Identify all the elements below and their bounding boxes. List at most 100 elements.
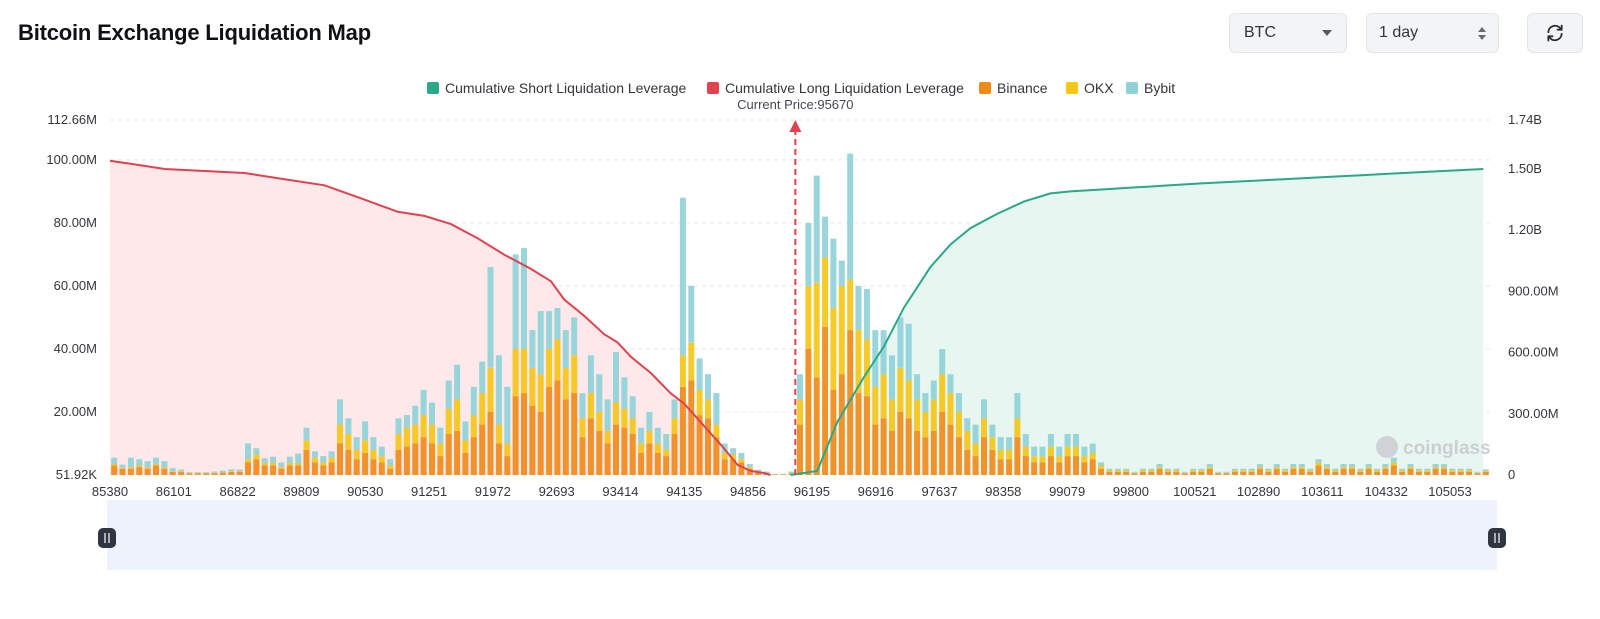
bar-okx[interactable] xyxy=(604,430,611,444)
bar-okx[interactable] xyxy=(964,430,971,450)
bar-binance[interactable] xyxy=(914,430,921,475)
bar-bybit[interactable] xyxy=(362,421,369,441)
bar-group[interactable] xyxy=(1231,468,1238,475)
bar-bybit[interactable] xyxy=(797,374,803,400)
bar-binance[interactable] xyxy=(1089,459,1096,475)
bar-binance[interactable] xyxy=(470,437,477,475)
bar-okx[interactable] xyxy=(186,473,193,474)
bar-group[interactable] xyxy=(1457,468,1464,475)
bar-binance[interactable] xyxy=(1056,462,1063,475)
bar-okx[interactable] xyxy=(178,471,185,472)
bar-binance[interactable] xyxy=(1424,471,1431,475)
bar-group[interactable] xyxy=(947,374,954,475)
bar-bybit[interactable] xyxy=(1407,464,1414,468)
bar-group[interactable] xyxy=(353,437,360,475)
bar-okx[interactable] xyxy=(654,443,661,454)
bar-binance[interactable] xyxy=(679,386,686,475)
bar-group[interactable] xyxy=(487,267,494,475)
bar-binance[interactable] xyxy=(1482,471,1489,475)
bar-group[interactable] xyxy=(1014,393,1021,475)
bar-group[interactable] xyxy=(730,448,737,475)
bar-bybit[interactable] xyxy=(236,469,243,472)
bar-group[interactable] xyxy=(1156,464,1163,475)
bar-okx[interactable] xyxy=(1390,462,1397,466)
bar-binance[interactable] xyxy=(370,459,377,475)
bar-okx[interactable] xyxy=(989,437,996,450)
bar-bybit[interactable] xyxy=(370,437,377,450)
bar-okx[interactable] xyxy=(1073,446,1079,457)
bar-bybit[interactable] xyxy=(914,374,921,400)
bar-group[interactable] xyxy=(228,469,235,475)
bar-bybit[interactable] xyxy=(211,471,218,473)
bar-binance[interactable] xyxy=(295,465,302,476)
bar-okx[interactable] xyxy=(738,459,745,463)
bar-okx[interactable] xyxy=(278,467,285,469)
bar-okx[interactable] xyxy=(838,285,845,375)
bar-bybit[interactable] xyxy=(1315,459,1322,463)
bar-binance[interactable] xyxy=(479,424,486,475)
bar-binance[interactable] xyxy=(1098,468,1105,475)
bar-bybit[interactable] xyxy=(738,452,745,460)
bar-binance[interactable] xyxy=(1273,468,1280,475)
bar-bybit[interactable] xyxy=(1181,471,1188,473)
bar-group[interactable] xyxy=(1349,464,1355,475)
bar-bybit[interactable] xyxy=(119,464,126,468)
bar-okx[interactable] xyxy=(169,471,176,472)
bar-group[interactable] xyxy=(1106,468,1113,475)
bar-group[interactable] xyxy=(613,352,619,475)
bar-group[interactable] xyxy=(286,456,293,475)
bar-group[interactable] xyxy=(1039,446,1046,475)
bar-okx[interactable] xyxy=(303,440,310,450)
bar-binance[interactable] xyxy=(1390,465,1397,476)
bar-binance[interactable] xyxy=(245,462,251,475)
bar-group[interactable] xyxy=(1022,434,1029,475)
bar-group[interactable] xyxy=(337,399,343,475)
bar-okx[interactable] xyxy=(370,449,377,460)
bar-group[interactable] xyxy=(654,427,661,475)
bar-group[interactable] xyxy=(253,448,260,475)
bar-binance[interactable] xyxy=(537,412,544,475)
legend-item[interactable]: Binance xyxy=(979,80,1048,96)
bar-okx[interactable] xyxy=(1240,470,1247,472)
bar-okx[interactable] xyxy=(679,355,686,387)
bar-okx[interactable] xyxy=(562,367,569,400)
bar-okx[interactable] xyxy=(930,399,937,431)
bar-group[interactable] xyxy=(679,197,686,475)
bar-binance[interactable] xyxy=(981,437,987,475)
bar-binance[interactable] xyxy=(1265,471,1272,475)
bar-okx[interactable] xyxy=(211,472,218,474)
bar-bybit[interactable] xyxy=(1390,457,1397,463)
bar-group[interactable] xyxy=(1307,468,1314,475)
bar-bybit[interactable] xyxy=(420,389,427,416)
bar-bybit[interactable] xyxy=(1349,464,1355,468)
bar-group[interactable] xyxy=(1098,462,1105,475)
bar-binance[interactable] xyxy=(1148,471,1155,475)
bar-binance[interactable] xyxy=(228,471,235,475)
bar-binance[interactable] xyxy=(186,473,193,475)
bar-okx[interactable] xyxy=(1131,472,1138,474)
bar-okx[interactable] xyxy=(337,424,343,444)
bar-bybit[interactable] xyxy=(1123,468,1130,471)
bar-bybit[interactable] xyxy=(337,399,343,425)
bar-bybit[interactable] xyxy=(245,443,251,460)
bar-okx[interactable] xyxy=(512,349,519,397)
bar-okx[interactable] xyxy=(395,434,402,450)
bar-okx[interactable] xyxy=(1081,456,1088,463)
bar-binance[interactable] xyxy=(219,472,226,476)
bar-binance[interactable] xyxy=(1039,462,1046,475)
bar-binance[interactable] xyxy=(1449,471,1456,475)
bar-okx[interactable] xyxy=(245,459,251,463)
bar-group[interactable] xyxy=(178,469,185,475)
bar-bybit[interactable] xyxy=(1206,464,1213,468)
bar-group[interactable] xyxy=(462,421,469,475)
bar-group[interactable] xyxy=(211,471,218,476)
bar-bybit[interactable] xyxy=(395,418,402,435)
bar-group[interactable] xyxy=(1390,457,1397,476)
bar-group[interactable] xyxy=(663,434,670,475)
bar-group[interactable] xyxy=(1173,468,1180,475)
bar-group[interactable] xyxy=(1474,471,1481,475)
bar-group[interactable] xyxy=(1415,468,1422,475)
bar-binance[interactable] xyxy=(1474,473,1481,475)
bar-group[interactable] xyxy=(387,459,394,475)
bar-bybit[interactable] xyxy=(353,437,360,450)
